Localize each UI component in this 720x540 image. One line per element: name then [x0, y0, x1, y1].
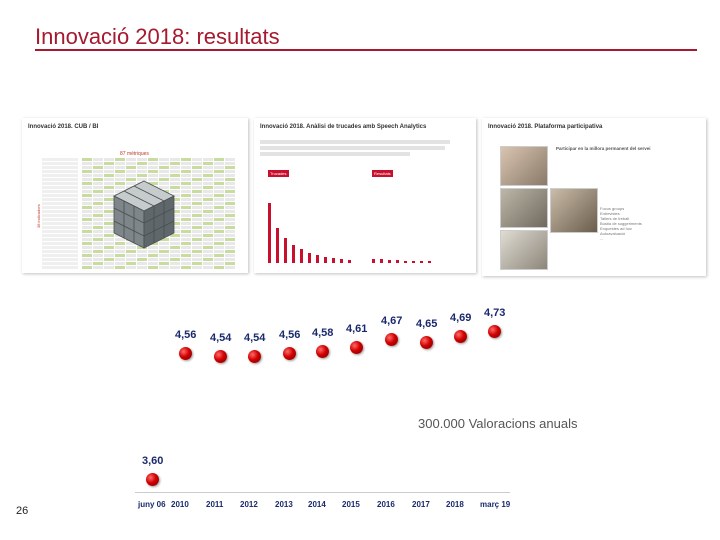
data-label: 3,60 [142, 454, 164, 467]
page-number: 26 [16, 505, 29, 517]
list-item: Focus groups [600, 206, 625, 211]
list-item: Autoavaluació [600, 231, 626, 236]
thumbnail-body-text [260, 140, 460, 156]
data-point [420, 335, 433, 349]
bullet-list: Focus groups Entrevistes Tallers de treb… [600, 206, 642, 241]
speech-bars-left [268, 203, 358, 263]
data-label: 4,58 [312, 326, 334, 339]
data-point [179, 347, 192, 361]
tag-left: Trucades [268, 170, 289, 177]
data-point [283, 347, 296, 361]
thumbnail-heading: Participar en la millora permanent del s… [556, 146, 651, 151]
x-tick-label: 2013 [275, 500, 293, 509]
photo-meeting-1 [500, 146, 548, 186]
data-label: 4,56 [279, 329, 301, 342]
photo-meeting-2 [500, 188, 548, 228]
list-item: Tallers de treball [600, 216, 630, 221]
data-point [214, 350, 227, 363]
thumbnail-subtitle: 87 mètriques [120, 151, 149, 157]
x-tick-label: 2018 [446, 500, 464, 509]
data-point [350, 340, 363, 354]
data-point [146, 472, 159, 486]
title-divider [35, 49, 697, 51]
x-tick-label: 2017 [412, 500, 430, 509]
x-tick-label: 2012 [240, 500, 258, 509]
data-point [385, 333, 398, 346]
x-axis-line [135, 492, 510, 493]
data-label: 4,73 [484, 307, 506, 320]
metrics-table-graphic [42, 158, 235, 269]
photo-meeting-4 [550, 188, 598, 233]
data-label: 4,65 [416, 317, 438, 330]
photo-meeting-3 [500, 230, 548, 270]
cube-icon [113, 180, 175, 249]
x-tick-label: 2014 [308, 500, 326, 509]
data-point [454, 330, 467, 344]
thumbnail-title: Innovació 2018. Plataforma participativa [488, 124, 603, 130]
list-item: Bústia de suggeriments [600, 221, 642, 226]
thumbnail-cub-bi: Innovació 2018. CUB / BI 87 mètriques 38… [22, 118, 248, 273]
x-tick-label: 2010 [171, 500, 189, 509]
x-tick-label: 2016 [377, 500, 395, 509]
x-tick-label: març 19 [480, 500, 511, 509]
thumbnail-participative-platform: Innovació 2018. Plataforma participativa… [482, 118, 706, 276]
speech-bars-right [372, 203, 462, 263]
thumbnail-speech-analytics: Innovació 2018. Anàlisi de trucades amb … [254, 118, 476, 273]
x-tick-label: 2011 [206, 500, 224, 509]
x-tick-label: 2015 [342, 500, 360, 509]
list-item: Enquestes ad hoc [600, 226, 633, 231]
list-item: ... [600, 236, 604, 241]
data-label: 4,54 [210, 332, 232, 344]
tag-right: Resultats [372, 170, 393, 177]
thumbnail-title: Innovació 2018. Anàlisi de trucades amb … [260, 124, 427, 130]
data-point [316, 344, 329, 358]
slide-title: Innovació 2018: resultats [35, 24, 280, 49]
annual-ratings-label: 300.000 Valoracions anuals [418, 416, 578, 431]
list-item: Entrevistes [600, 211, 620, 216]
thumbnail-title: Innovació 2018. CUB / BI [28, 124, 99, 130]
data-label: 4,54 [244, 332, 266, 344]
data-label: 4,56 [175, 329, 197, 342]
data-label: 4,69 [450, 312, 472, 325]
data-label: 4,67 [381, 315, 403, 327]
data-point [488, 325, 501, 339]
data-label: 4,61 [346, 322, 368, 335]
x-tick-label: juny 06 [138, 500, 166, 509]
data-point [248, 350, 261, 363]
